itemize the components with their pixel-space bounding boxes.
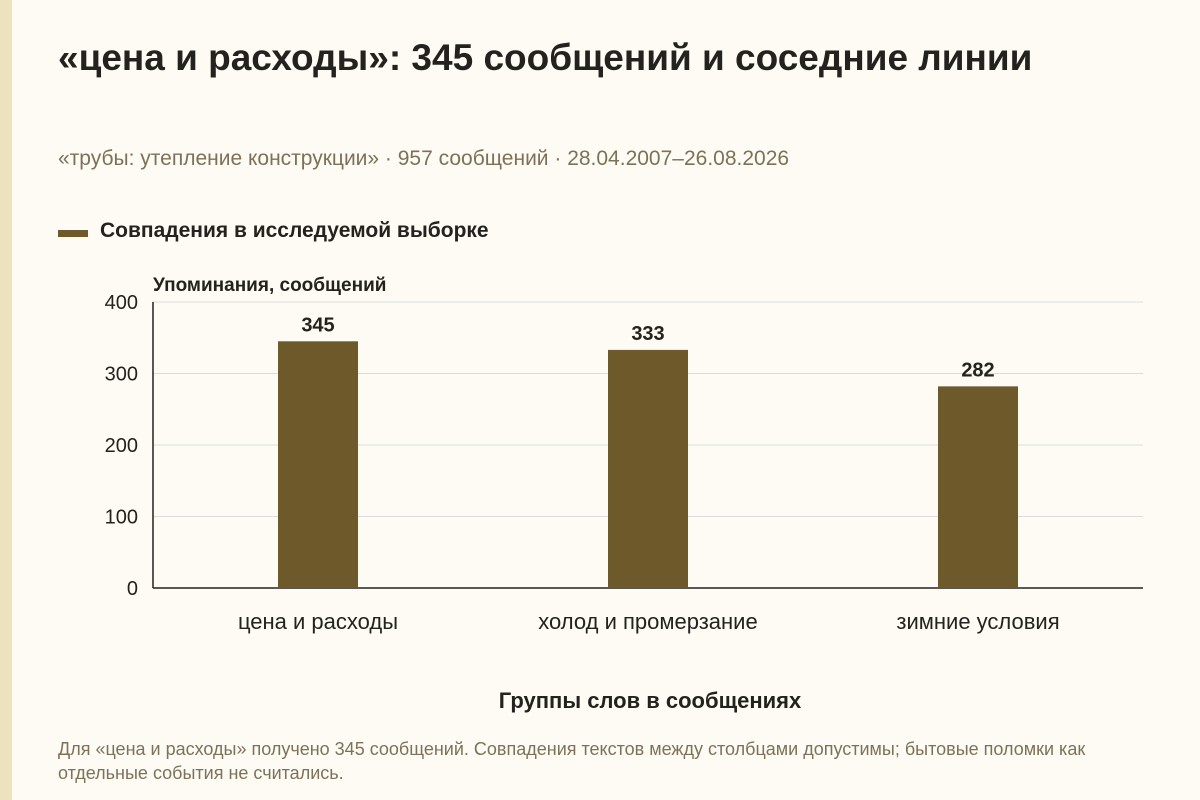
legend-label: Совпадения в исследуемой выборке [100,219,489,242]
y-tick-label: 200 [105,435,138,457]
bar-value-label: 345 [301,314,334,336]
bars [278,341,1018,588]
x-axis-title: Группы слов в сообщениях [499,688,802,713]
labels: 0 100 200 300 400 345 цена и расходы 333 холод и… [105,292,1060,634]
y-tick-label: 300 [105,364,138,386]
legend-swatch [58,229,88,237]
chart-title: «цена и расходы»: 345 сообщений и соседн… [58,37,1033,78]
bar-value-label: 333 [631,323,664,345]
x-tick-label: цена и расходы [238,609,398,634]
bar [608,349,688,588]
y-tick-label: 0 [127,578,138,600]
footnote: Для «цена и расходы» получено 345 сообще… [58,739,1086,783]
legend: Совпадения в исследуемой выборке [58,218,489,244]
left-accent-bar [0,0,12,800]
bar [938,386,1018,588]
chart-subtitle: «трубы: утепление конструкции» · 957 соо… [58,147,790,170]
bar [278,341,358,588]
y-axis-title: Упоминания, сообщений [153,275,386,296]
bar-value-label: 282 [961,359,994,381]
y-tick-label: 100 [105,507,138,529]
x-tick-label: холод и промерзание [538,609,757,634]
x-tick-label: зимние условия [896,609,1059,634]
y-tick-label: 400 [105,292,138,314]
